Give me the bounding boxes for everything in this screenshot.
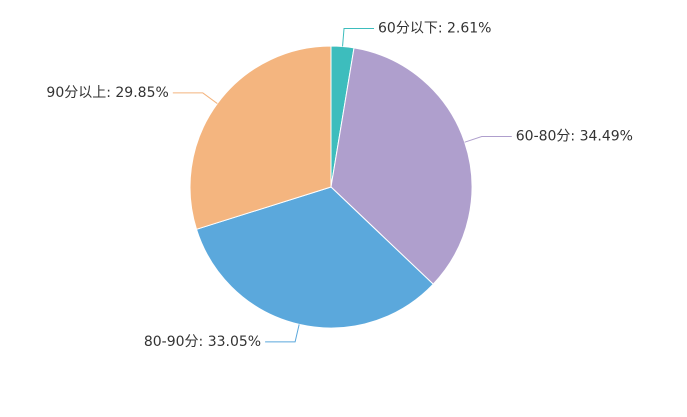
pie-slice: [189, 45, 332, 230]
label-line: [265, 324, 300, 343]
label-line: [172, 92, 218, 104]
data-label: 90分以上: 29.85%: [46, 85, 168, 101]
data-label: 60-80分: 34.49%: [516, 128, 633, 144]
data-label: 80-90分: 33.05%: [144, 334, 261, 350]
label-line: [464, 135, 512, 143]
pie-slice: [330, 47, 473, 285]
data-label: 60分以下: 2.61%: [378, 21, 491, 37]
label-line: [342, 28, 375, 47]
